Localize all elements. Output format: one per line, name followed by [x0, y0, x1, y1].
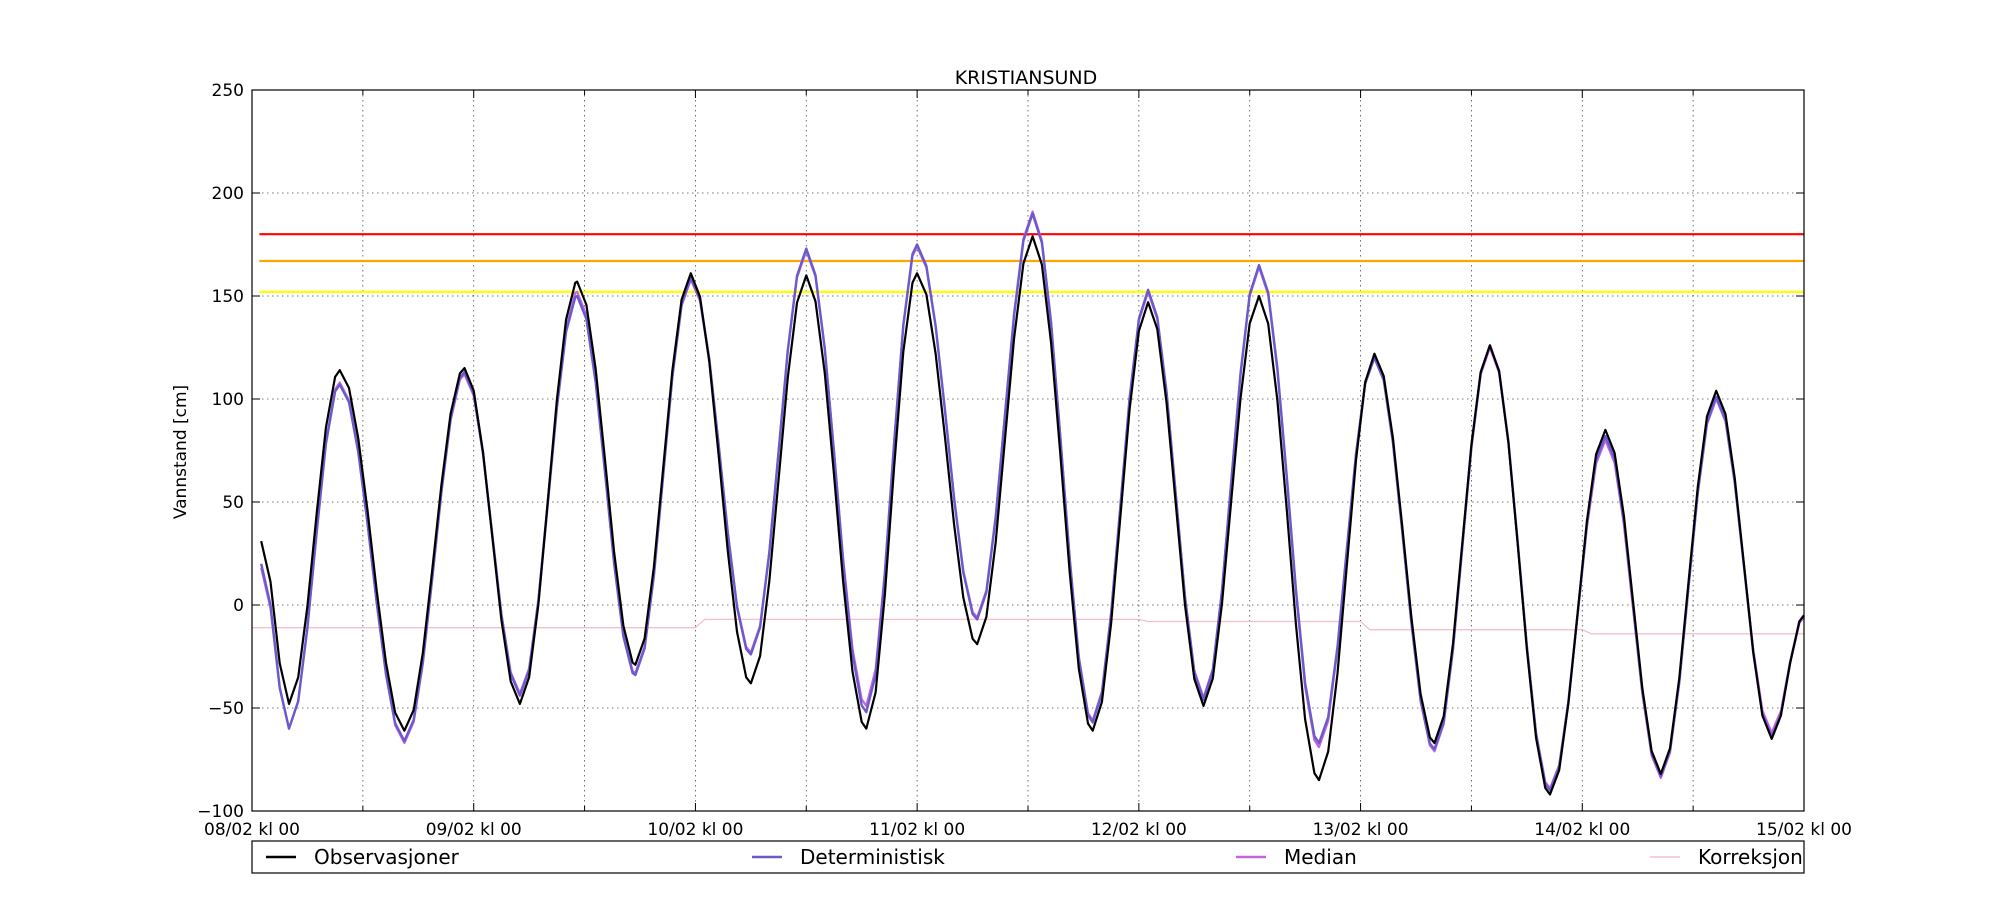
x-axis-ticks: 08/02 kl 00 09/02 kl 00 10/02 kl 00 11/02 k…	[204, 90, 1852, 840]
y-tick-label: 200	[212, 184, 244, 204]
y-tick-label: 50	[222, 493, 244, 513]
x-tick-label: 12/02 kl 00	[1091, 820, 1187, 840]
legend-label-deterministisk: Deterministisk	[800, 845, 945, 869]
legend-box	[251, 840, 1805, 874]
chart-title: KRISTIANSUND	[955, 67, 1098, 89]
y-tick-label: 150	[212, 287, 244, 307]
x-tick-label: 15/02 kl 00	[1756, 820, 1852, 840]
legend-label-observasjoner: Observasjoner	[314, 845, 460, 869]
legend-label-median: Median	[1284, 845, 1357, 869]
x-tick-label: 11/02 kl 00	[869, 820, 965, 840]
legend: Observasjoner Deterministisk Median Korreks…	[251, 840, 1805, 874]
series-line-median	[260, 210, 1805, 790]
y-axis-ticks: −100 −50 0 50 100 150 200 250	[197, 81, 1804, 822]
legend-label-korreksjon: Korreksjon	[1698, 845, 1803, 869]
y-axis-label: Vannstand [cm]	[171, 385, 191, 519]
x-tick-label: 14/02 kl 00	[1534, 820, 1630, 840]
threshold-lines	[259, 233, 1804, 293]
x-tick-label: 13/02 kl 00	[1313, 820, 1409, 840]
y-tick-label: 100	[212, 390, 244, 410]
series-lines	[252, 210, 1805, 796]
x-tick-label: 09/02 kl 00	[426, 820, 522, 840]
grid-layer	[252, 90, 1804, 811]
y-tick-label: 250	[212, 81, 244, 101]
y-tick-label: −100	[197, 802, 244, 822]
y-tick-label: 0	[233, 596, 244, 616]
x-tick-label: 08/02 kl 00	[204, 820, 300, 840]
series-line-observasjoner	[260, 235, 1805, 796]
x-tick-label: 10/02 kl 00	[647, 820, 743, 840]
y-tick-label: −50	[208, 699, 244, 719]
series-line-korreksjon	[252, 618, 1804, 635]
